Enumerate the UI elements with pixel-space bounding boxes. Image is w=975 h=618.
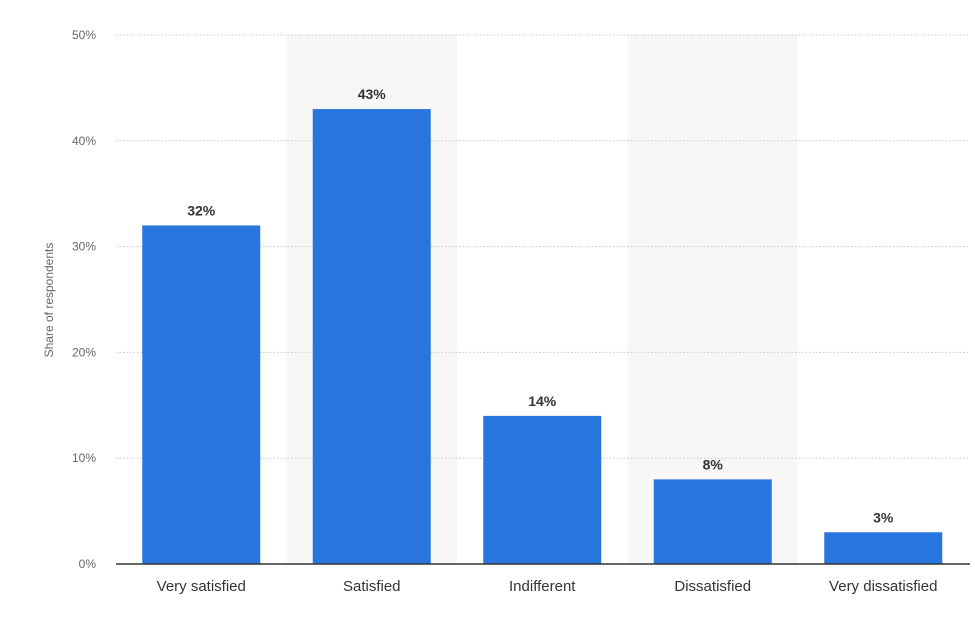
category-label: Very dissatisfied xyxy=(829,578,937,595)
data-label: 8% xyxy=(703,456,724,472)
category-labels: Very satisfied Satisfied Indifferent Dissat… xyxy=(157,578,938,595)
category-label: Indifferent xyxy=(509,578,576,595)
data-label: 14% xyxy=(528,393,557,409)
bar[interactable] xyxy=(142,225,261,564)
data-label: 32% xyxy=(187,202,216,218)
data-label: 43% xyxy=(358,86,387,102)
bar[interactable] xyxy=(824,532,943,564)
category-label: Dissatisfied xyxy=(674,578,751,595)
y-tick-label: 0% xyxy=(79,557,97,571)
bar[interactable] xyxy=(312,109,431,564)
y-tick-label: 50% xyxy=(72,28,96,42)
background-band xyxy=(627,35,798,564)
bar[interactable] xyxy=(653,479,772,564)
bars xyxy=(142,109,943,564)
y-tick-label: 10% xyxy=(72,451,96,465)
y-axis-title: Share of respondents xyxy=(42,243,56,358)
y-axis-ticks: 0% 10% 20% 30% 40% 50% xyxy=(72,28,96,571)
category-label: Satisfied xyxy=(343,578,401,595)
y-tick-label: 20% xyxy=(72,345,96,359)
bar[interactable] xyxy=(483,415,602,564)
y-tick-label: 30% xyxy=(72,240,96,254)
category-label: Very satisfied xyxy=(157,578,246,595)
data-labels: 32% 43% 14% 8% 3% xyxy=(187,86,894,525)
data-label: 3% xyxy=(873,509,894,525)
y-tick-label: 40% xyxy=(72,134,96,148)
